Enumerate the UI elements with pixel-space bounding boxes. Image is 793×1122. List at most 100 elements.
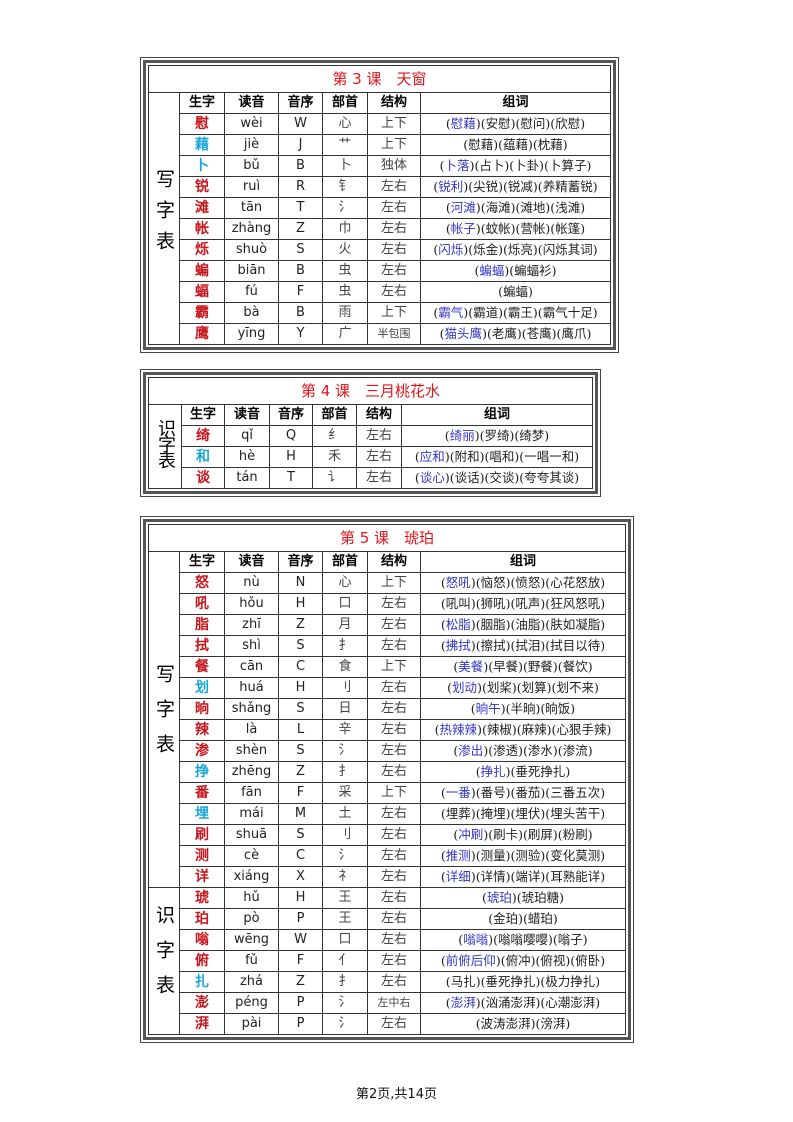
words-cell: (吼叫)(狮吼)(吼声)(狂风怒吼) <box>420 593 626 615</box>
words-cell: (慰藉)(蕴藉)(枕藉) <box>420 134 611 156</box>
pinyin-cell: pò <box>224 908 279 930</box>
structure-cell: 左右 <box>367 239 421 261</box>
table-row: 滩 tān T 氵左右 (河滩)(海滩)(滩地)(浅滩) <box>149 197 611 219</box>
pinyin-cell: zhàng <box>224 218 279 240</box>
word: 垂死挣扎 <box>485 974 536 989</box>
radical-cell: 心 <box>322 572 368 594</box>
word: 恼怒 <box>480 575 506 590</box>
word: 渗出 <box>458 743 484 758</box>
pinyin-cell: bǔ <box>224 155 279 177</box>
word: 辣椒 <box>486 722 512 737</box>
character-cell: 鹰 <box>179 323 225 345</box>
initial-cell: W <box>278 113 323 135</box>
word: 狂风怒吼 <box>550 596 601 611</box>
character-cell: 蝠 <box>179 281 225 303</box>
lesson-title: 第 4 课 三月桃花水 <box>148 377 593 405</box>
radical-cell: 心 <box>322 113 368 135</box>
radical-cell: 扌 <box>322 635 368 657</box>
table-row: 蝙 biān B 虫左右 (蝙蝠)(蝙蝠衫) <box>149 260 611 282</box>
character-cell: 吼 <box>179 593 225 615</box>
pinyin-cell: shì <box>224 635 279 657</box>
initial-cell: N <box>278 572 323 594</box>
word: 帐子 <box>450 221 476 236</box>
structure-cell: 左右 <box>367 281 421 303</box>
structure-cell: 左右 <box>367 593 421 615</box>
initial-cell: F <box>278 782 323 804</box>
table-row: 识字表琥 hǔ H 王左右 (琥珀)(琥珀糖) <box>148 887 626 1035</box>
pinyin-cell: fān <box>224 782 279 804</box>
word: 粉刷 <box>562 827 588 842</box>
character-cell: 拭 <box>179 635 225 657</box>
word: 油脂 <box>515 617 541 632</box>
word: 番茄 <box>515 785 541 800</box>
words-cell: (应和)(附和)(唱和)(一唱一和) <box>401 446 593 468</box>
word: 汹涌澎湃 <box>485 995 536 1010</box>
words-cell: (慰藉)(安慰)(慰问)(欣慰) <box>420 113 611 135</box>
initial-cell: W <box>278 929 323 951</box>
word: 蝙蝠 <box>502 284 528 299</box>
radical-cell: 刂 <box>322 824 368 846</box>
structure-cell: 左右 <box>367 845 421 867</box>
table-row: 帐 zhàng Z 巾左右 (帐子)(蚊帐)(营帐)(帐篷) <box>149 218 611 240</box>
structure-cell: 左右 <box>367 971 421 993</box>
table-row: 划 huá H 刂左右 (划动)(划桨)(划算)(划不来) <box>149 677 626 699</box>
table-row: 藉 jiè J 艹上下 (慰藉)(蕴藉)(枕藉) <box>149 134 611 156</box>
word: 猫头鹰 <box>444 326 483 341</box>
word: 霸道 <box>473 305 499 320</box>
word: 霸王 <box>507 305 533 320</box>
words-cell: (松脂)(胭脂)(油脂)(肤如凝脂) <box>420 614 626 636</box>
pinyin-cell: là <box>224 719 279 741</box>
pinyin-cell: yīng <box>224 323 279 345</box>
initial-cell: C <box>278 656 323 678</box>
pinyin-cell: hǒu <box>224 593 279 615</box>
table-row: 蝠 fú F 虫左右 (蝙蝠) <box>149 281 611 303</box>
word: 极力挣扎 <box>545 974 596 989</box>
character-cell: 绮 <box>181 425 225 447</box>
initial-cell: F <box>278 950 323 972</box>
word: 拭目以待 <box>550 638 601 653</box>
word: 琥珀 <box>486 890 512 905</box>
word: 端详 <box>515 869 541 884</box>
structure-cell: 左右 <box>367 740 421 762</box>
word: 河滩 <box>450 200 476 215</box>
structure-cell: 上下 <box>367 113 421 135</box>
word: 霸气十足 <box>542 305 593 320</box>
words-cell: (埋葬)(掩埋)(埋伏)(埋头苦干) <box>420 803 626 825</box>
word: 晌饭 <box>545 701 571 716</box>
word: 餐饮 <box>562 659 588 674</box>
pinyin-cell: péng <box>224 992 279 1014</box>
initial-cell: Z <box>278 218 323 240</box>
character-cell: 霸 <box>179 302 225 324</box>
column-header: 读音 <box>224 551 279 573</box>
word: 占卜 <box>479 158 505 173</box>
pinyin-cell: hè <box>224 446 270 468</box>
lesson-title: 第 3 课 天窗 <box>148 65 611 93</box>
structure-cell: 上下 <box>367 572 421 594</box>
words-cell: (蝙蝠)(蝙蝠衫) <box>420 260 611 282</box>
radical-cell: 采 <box>322 782 368 804</box>
table-row: 珀 pò P 王左右 (金珀)(蜡珀) <box>149 908 626 930</box>
table-frame: 第 5 课 琥珀 写字表 生字 读音 音序 部首 结构 组词怒 nù N 心上下 (怒吼)(恼怒)(愤… <box>143 519 631 1040</box>
word: 拭泪 <box>515 638 541 653</box>
initial-cell: F <box>278 281 323 303</box>
lesson-table-3: 第 3 课 天窗 写字表 生字 读音 音序 部首 结构 组词慰 wèi W 心上下 (慰藉)(安慰)(… <box>140 57 619 353</box>
character-cell: 测 <box>179 845 225 867</box>
words-cell: (蝙蝠) <box>420 281 611 303</box>
word: 蝙蝠衫 <box>514 263 552 278</box>
word: 养精蓄锐 <box>542 179 593 194</box>
word: 一唱一和 <box>524 449 575 464</box>
character-cell: 澎 <box>179 992 225 1014</box>
character-cell: 嗡 <box>179 929 225 951</box>
word: 滂湃 <box>540 1016 566 1031</box>
column-header: 生字 <box>179 551 225 573</box>
word: 锐减 <box>507 179 533 194</box>
radical-cell: 火 <box>322 239 368 261</box>
word: 营帐 <box>520 221 546 236</box>
words-cell: (猫头鹰)(老鹰)(苍鹰)(鹰爪) <box>420 323 611 345</box>
table-row: 俯 fǔ F 亻左右 (前俯后仰)(俯冲)(俯视)(俯卧) <box>149 950 626 972</box>
structure-cell: 左右 <box>367 887 421 909</box>
table-frame: 第 4 课 三月桃花水 识字表 生字 读音 音序 部首 结构 组词绮 qǐ Q 纟左右 (绮丽)(罗绮… <box>143 372 598 494</box>
word: 划算 <box>521 680 547 695</box>
word: 渗透 <box>493 743 519 758</box>
lesson-table-4: 第 4 课 三月桃花水 识字表 生字 读音 音序 部首 结构 组词绮 qǐ Q 纟左右 (绮丽)(罗绮… <box>140 369 601 497</box>
